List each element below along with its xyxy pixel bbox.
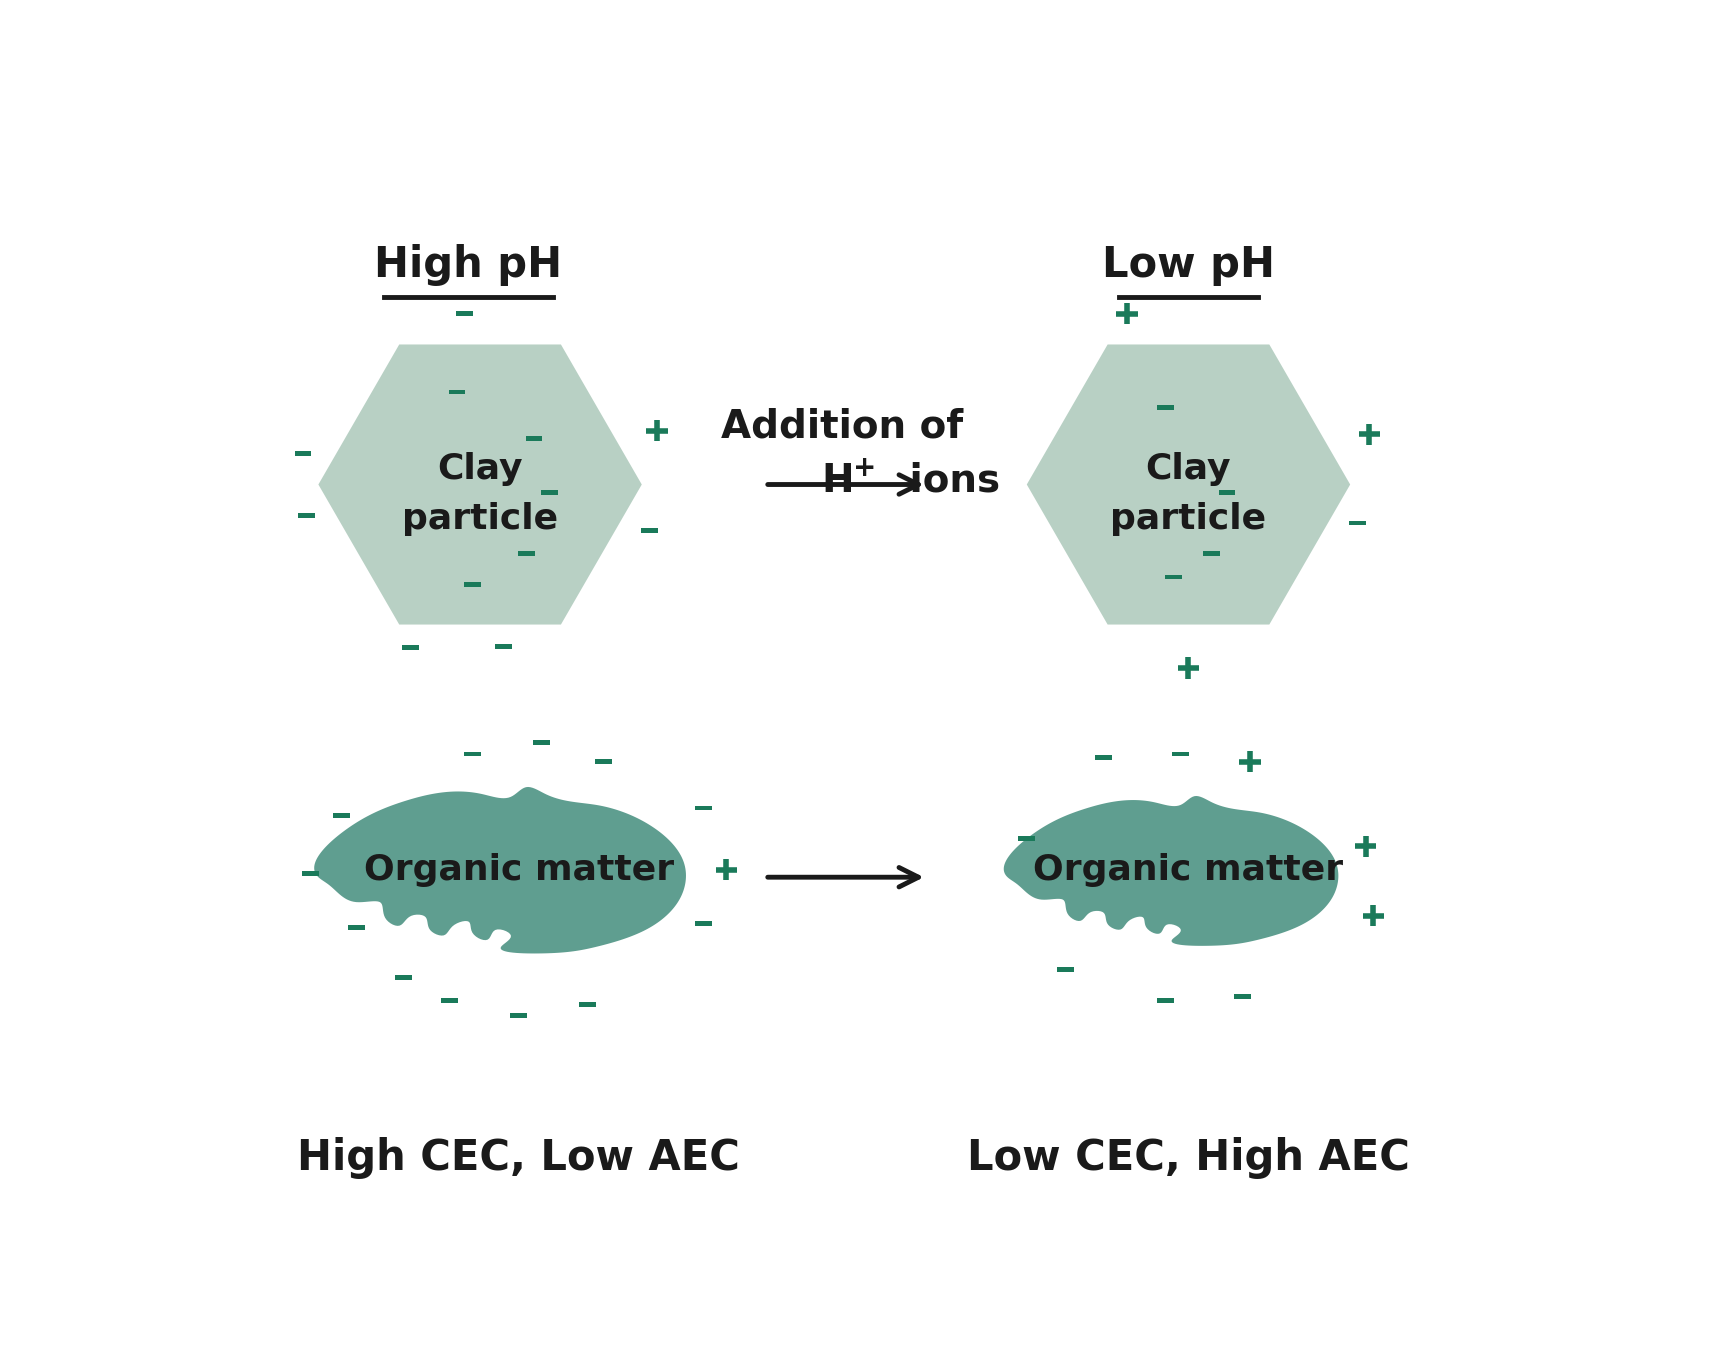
- Bar: [517, 552, 534, 556]
- Bar: [1096, 755, 1113, 761]
- Text: particle: particle: [402, 502, 558, 536]
- Bar: [1164, 575, 1181, 579]
- Bar: [510, 1013, 527, 1018]
- Bar: [402, 645, 419, 650]
- Bar: [294, 452, 312, 456]
- Text: Clay: Clay: [1145, 452, 1231, 486]
- Bar: [440, 998, 457, 1002]
- Text: Organic matter: Organic matter: [1034, 853, 1344, 886]
- Text: Organic matter: Organic matter: [363, 853, 673, 886]
- Text: +: +: [853, 453, 877, 482]
- Text: Low pH: Low pH: [1103, 244, 1275, 286]
- Bar: [1204, 552, 1221, 556]
- Bar: [495, 643, 512, 649]
- Bar: [695, 805, 712, 811]
- Text: Clay: Clay: [437, 452, 522, 486]
- Bar: [695, 921, 712, 925]
- Bar: [449, 390, 466, 394]
- Polygon shape: [1027, 344, 1351, 625]
- Text: Addition of: Addition of: [721, 407, 964, 445]
- Bar: [532, 741, 550, 745]
- Bar: [1173, 751, 1190, 757]
- Bar: [394, 975, 411, 979]
- Text: particle: particle: [1111, 502, 1267, 536]
- Text: High CEC, Low AEC: High CEC, Low AEC: [298, 1137, 740, 1179]
- Bar: [526, 436, 543, 441]
- Bar: [594, 759, 611, 764]
- Bar: [1157, 998, 1174, 1002]
- Bar: [349, 925, 365, 929]
- Text: H: H: [822, 461, 854, 499]
- Bar: [303, 871, 318, 876]
- Text: ions: ions: [895, 461, 1000, 499]
- Text: Low CEC, High AEC: Low CEC, High AEC: [967, 1137, 1411, 1179]
- Bar: [334, 813, 349, 817]
- Bar: [455, 312, 473, 316]
- Bar: [1219, 490, 1236, 495]
- Bar: [579, 1002, 596, 1006]
- Bar: [640, 529, 657, 533]
- Bar: [1056, 967, 1073, 973]
- Polygon shape: [1003, 796, 1339, 946]
- Polygon shape: [318, 344, 642, 625]
- Bar: [298, 513, 315, 518]
- Bar: [1157, 405, 1174, 410]
- Bar: [1234, 994, 1251, 998]
- Bar: [541, 490, 558, 495]
- Bar: [464, 751, 481, 757]
- Bar: [1349, 521, 1366, 525]
- Polygon shape: [315, 786, 687, 954]
- Bar: [464, 583, 481, 587]
- Text: High pH: High pH: [375, 244, 563, 286]
- Bar: [1019, 836, 1036, 840]
